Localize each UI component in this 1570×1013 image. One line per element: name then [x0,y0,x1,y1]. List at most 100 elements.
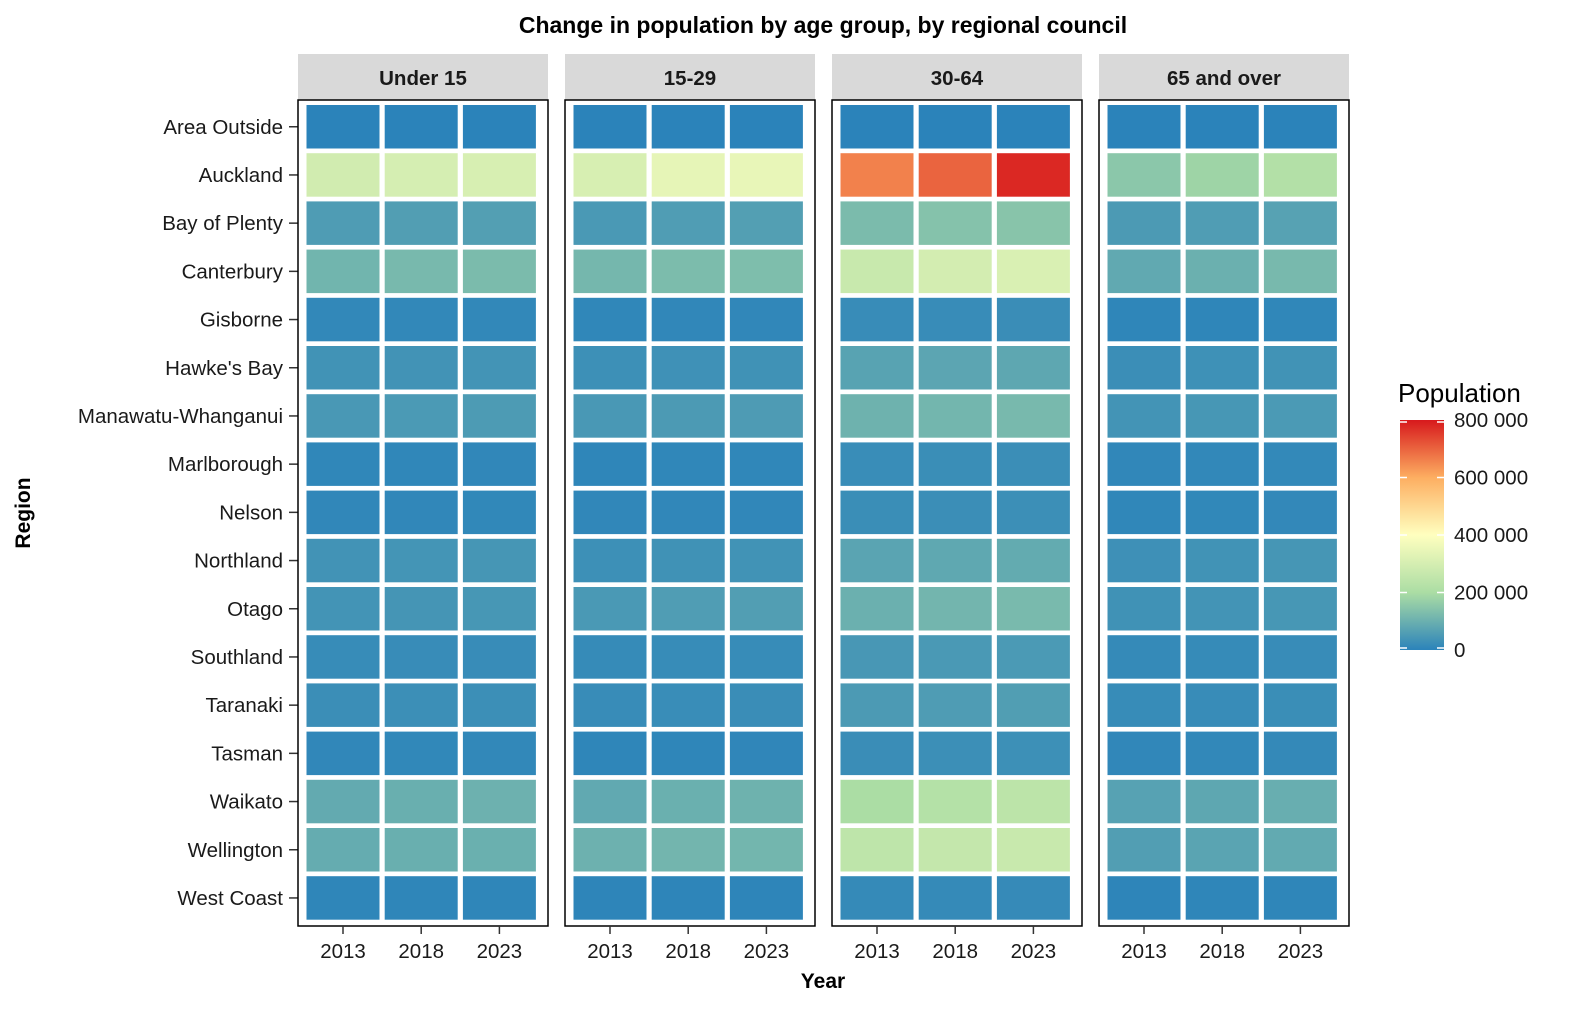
heatmap-tile [572,104,648,150]
y-tick-label: Waikato [210,791,283,814]
heatmap-tile [572,393,648,439]
heatmap-tile [461,730,537,777]
heatmap-tile [1184,730,1260,777]
heatmap-tile [1184,296,1260,343]
heatmap-tile [305,827,381,873]
heatmap-tile [839,393,915,439]
heatmap-tile [728,200,804,246]
heatmap-tile [995,875,1071,921]
heatmap-tile [305,730,381,777]
heatmap-tile [728,489,804,536]
heatmap-tile [650,778,726,825]
heatmap-tile [305,489,381,536]
panel-border [831,99,1083,927]
heatmap-tile [383,730,459,777]
heatmap-tile [839,489,915,536]
heatmap-tile [839,248,915,295]
heatmap-tile [305,778,381,825]
facet-label: 30-64 [931,67,984,90]
heatmap-tile [383,393,459,439]
heatmap-tile [1262,682,1338,728]
heatmap-tile [1106,441,1182,487]
heatmap-tile [1106,200,1182,246]
facet-strip [1099,54,1349,100]
heatmap-tile [383,345,459,391]
heatmap-tile [572,345,648,391]
heatmap-tile [728,248,804,295]
heatmap-tile [572,441,648,487]
heatmap-tile [383,537,459,584]
heatmap-tile [839,634,915,680]
heatmap-tile [1106,296,1182,343]
heatmap-tile [917,875,993,921]
y-tick-label: Auckland [199,164,283,187]
legend-tick-label: 0 [1454,639,1465,662]
heatmap-tile [305,248,381,295]
heatmap-tile [1262,827,1338,873]
heatmap-tile [839,730,915,777]
heatmap-tile [1106,489,1182,536]
x-tick-label: 2013 [587,940,633,963]
heatmap-tile [383,296,459,343]
heatmap-tile [1184,875,1260,921]
heatmap-tile [572,827,648,873]
heatmap-tile [1262,875,1338,921]
heatmap-tile [917,489,993,536]
heatmap-tile [839,296,915,343]
heatmap-tile [572,682,648,728]
heatmap-tile [383,682,459,728]
heatmap-tile [917,104,993,150]
heatmap-tile [1262,248,1338,295]
y-tick-label: Hawke's Bay [165,357,284,380]
heatmap-tile [461,296,537,343]
heatmap-tile [1184,489,1260,536]
heatmap-tile [461,248,537,295]
heatmap-tile [650,489,726,536]
x-tick-label: 2018 [398,940,444,963]
heatmap-tile [728,778,804,825]
heatmap-tile [995,778,1071,825]
heatmap-tile [995,537,1071,584]
heatmap-tile [461,200,537,246]
y-tick-label: Southland [191,646,283,669]
y-tick-label: Bay of Plenty [162,212,284,235]
heatmap-tile [650,152,726,198]
heatmap-tile [1184,200,1260,246]
heatmap-tile [1262,586,1338,632]
heatmap-tile [461,682,537,728]
heatmap-tile [461,875,537,921]
heatmap-tile [917,200,993,246]
heatmap-tile [461,778,537,825]
heatmap-tile [1262,393,1338,439]
heatmap-tile [650,586,726,632]
heatmap-tile [917,248,993,295]
heatmap-tile [1184,537,1260,584]
heatmap-tile [305,200,381,246]
heatmap-tile [917,682,993,728]
heatmap-tile [572,875,648,921]
heatmap-tile [995,296,1071,343]
legend-colorbar [1400,420,1444,650]
heatmap-tile [728,875,804,921]
heatmap-tile [917,730,993,777]
heatmap-tile [1106,537,1182,584]
facet-strip [565,54,815,100]
heatmap-tile [839,200,915,246]
heatmap-tile [995,586,1071,632]
plot-layer: Area Outside Auckland Bay of Plenty Canterb… [78,54,1528,963]
heatmap-tile [461,489,537,536]
heatmap-tile [995,682,1071,728]
heatmap-tile [1106,778,1182,825]
panel-border [1098,99,1350,927]
heatmap-tile [995,441,1071,487]
heatmap-tile [383,248,459,295]
y-tick-label: Marlborough [168,453,283,476]
heatmap-tile [305,586,381,632]
x-tick-label: 2023 [1011,940,1057,963]
heatmap-tile [1106,827,1182,873]
heatmap-tile [650,634,726,680]
heatmap-tile [572,200,648,246]
heatmap-tile [917,152,993,198]
heatmap-tile [650,296,726,343]
heatmap-tile [728,730,804,777]
